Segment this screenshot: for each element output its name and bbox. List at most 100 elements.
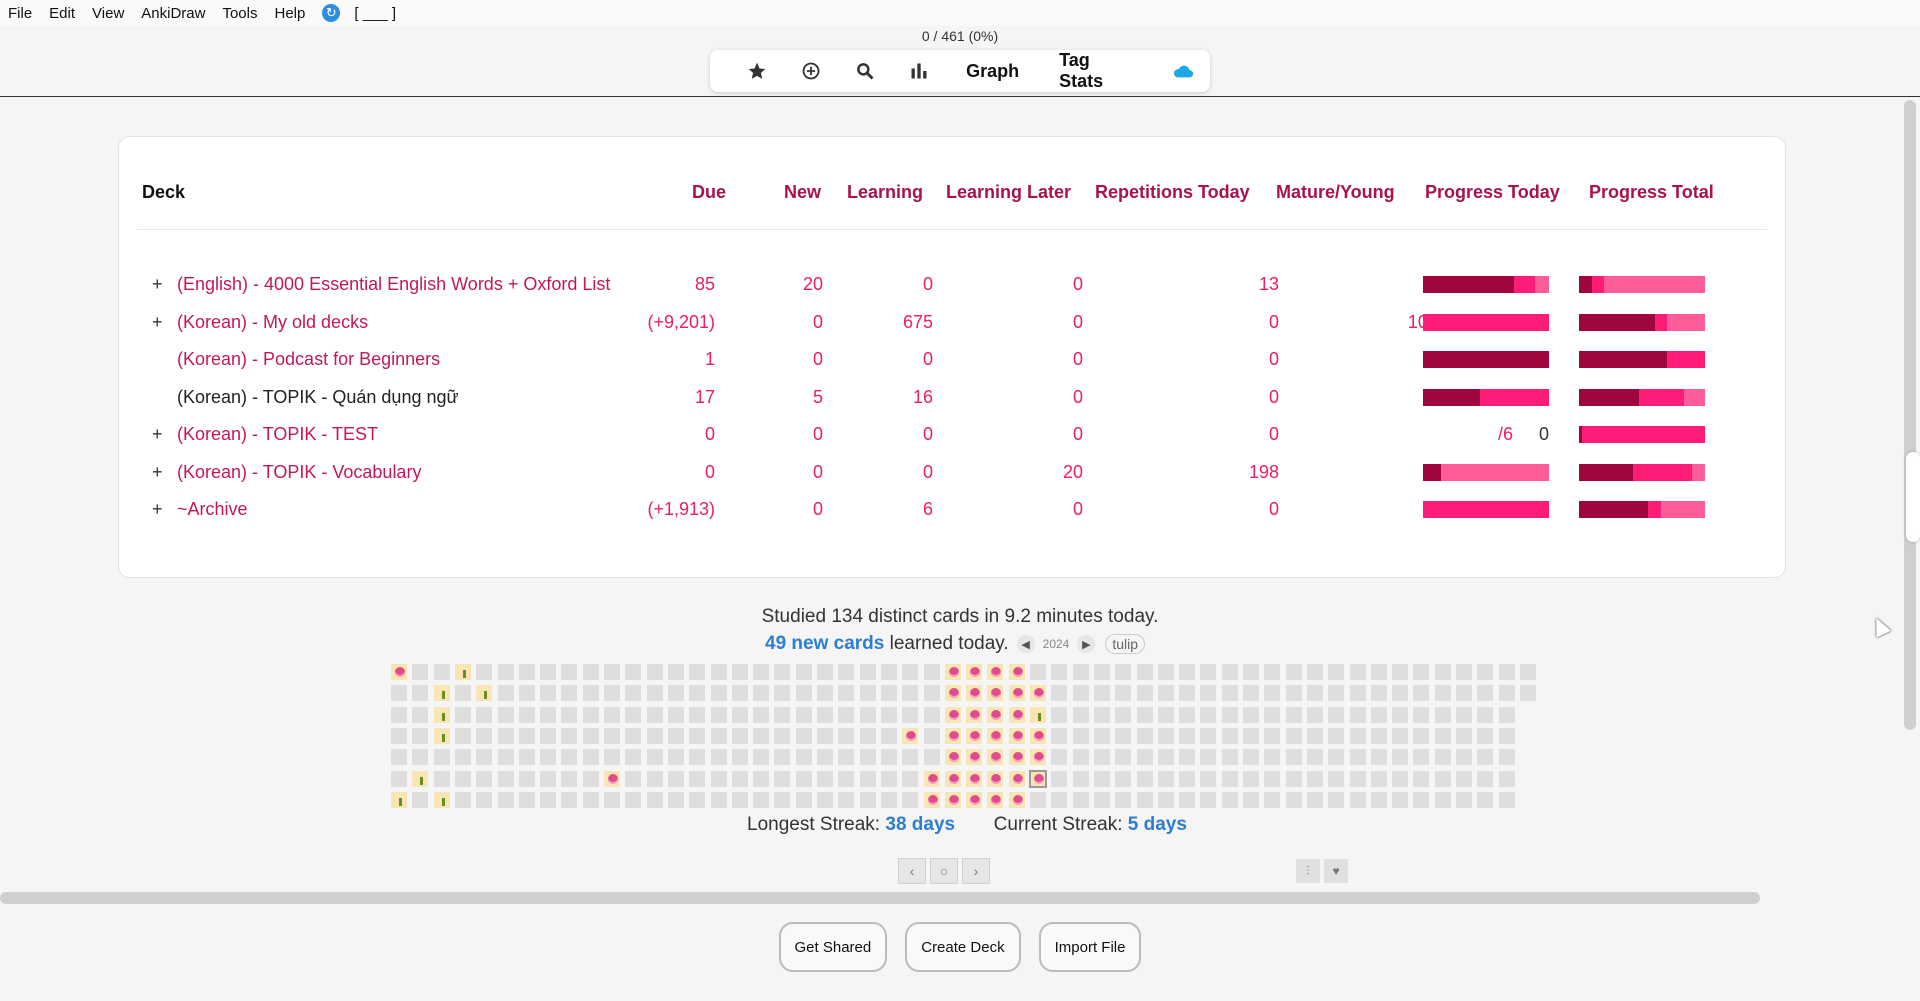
heatmap-cell[interactable] xyxy=(645,748,664,767)
deck-row[interactable]: + (English) - 4000 Essential English Wor… xyxy=(119,272,1785,300)
heatmap-cell[interactable] xyxy=(986,705,1005,724)
heatmap-cell[interactable] xyxy=(986,726,1005,745)
heatmap-cell[interactable] xyxy=(1476,748,1495,767)
heatmap-cell[interactable] xyxy=(560,726,579,745)
heatmap-cell[interactable] xyxy=(1497,705,1516,724)
heatmap-cell[interactable] xyxy=(1199,705,1218,724)
heatmap-cell[interactable] xyxy=(1284,748,1303,767)
heatmap-cell[interactable] xyxy=(858,684,877,703)
heatmap-cell[interactable] xyxy=(1284,726,1303,745)
heatmap-cell[interactable] xyxy=(1156,684,1175,703)
heatmap-cell[interactable] xyxy=(1348,769,1367,788)
heatmap-cell[interactable] xyxy=(688,705,707,724)
heatmap-cell[interactable] xyxy=(1029,790,1047,809)
heatmap-cell[interactable] xyxy=(816,726,834,745)
heatmap-cell[interactable] xyxy=(411,769,430,788)
heatmap-cell[interactable] xyxy=(1071,663,1090,681)
heatmap-cell[interactable] xyxy=(1050,663,1069,681)
heatmap-cell[interactable] xyxy=(624,663,643,681)
heatmap-cell[interactable] xyxy=(1327,748,1346,767)
heatmap-cell[interactable] xyxy=(730,748,749,767)
heatmap-cell[interactable] xyxy=(475,705,494,724)
heatmap-cell[interactable] xyxy=(1007,748,1026,767)
heatmap-cell[interactable] xyxy=(858,705,877,724)
heatmap-cell[interactable] xyxy=(1305,769,1324,788)
heatmap-cell[interactable] xyxy=(666,790,685,809)
heatmap-cell[interactable] xyxy=(624,748,643,767)
bar-chart-icon[interactable] xyxy=(892,50,946,92)
heatmap-cell[interactable] xyxy=(879,748,898,767)
heatmap-cell[interactable] xyxy=(1476,663,1495,681)
heatmap-cell[interactable] xyxy=(794,705,813,724)
heatmap-cell[interactable] xyxy=(730,769,749,788)
heatmap-cell[interactable] xyxy=(1135,769,1154,788)
heatmap-cell[interactable] xyxy=(517,684,536,703)
heatmap-cell[interactable] xyxy=(1305,663,1324,681)
heatmap-cell[interactable] xyxy=(1092,726,1111,745)
heatmap-cell[interactable] xyxy=(1263,705,1282,724)
heatmap-cell[interactable] xyxy=(1455,748,1473,767)
heatmap-cell[interactable] xyxy=(816,705,834,724)
heatmap-cell[interactable] xyxy=(1348,790,1367,809)
heatmap-cell[interactable] xyxy=(1220,769,1239,788)
circle-icon[interactable]: ○ xyxy=(930,858,958,884)
heatmap-cell[interactable] xyxy=(1412,726,1431,745)
heatmap-cell[interactable] xyxy=(709,790,728,809)
heatmap-cell[interactable] xyxy=(1348,748,1367,767)
deck-row[interactable]: (Korean) - TOPIK - Quán dụng ngữ 17 5 16… xyxy=(119,385,1785,413)
heatmap-cell[interactable] xyxy=(794,726,813,745)
prev-year-button[interactable]: ◀ xyxy=(1016,635,1035,653)
menu-extra[interactable]: [ ___ ] xyxy=(354,4,397,22)
heatmap-cell[interactable] xyxy=(752,663,771,681)
heatmap-cell[interactable] xyxy=(453,790,472,809)
heatmap-cell[interactable] xyxy=(1455,726,1473,745)
heatmap-cell[interactable] xyxy=(1007,663,1026,681)
heatmap-cell[interactable] xyxy=(1071,769,1090,788)
heatmap-cell[interactable] xyxy=(922,726,941,745)
heatmap-cell[interactable] xyxy=(709,684,728,703)
heatmap-cell[interactable] xyxy=(1497,790,1516,809)
heatmap-cell[interactable] xyxy=(922,705,941,724)
heatmap-cell[interactable] xyxy=(901,790,920,809)
heatmap-cell[interactable] xyxy=(709,663,728,681)
heatmap-cell[interactable] xyxy=(603,748,621,767)
heatmap-cell[interactable] xyxy=(837,726,856,745)
heatmap-cell[interactable] xyxy=(730,726,749,745)
heatmap-cell[interactable] xyxy=(922,663,941,681)
heatmap-cell[interactable] xyxy=(1178,726,1197,745)
heatmap-cell[interactable] xyxy=(1135,726,1154,745)
heatmap-cell[interactable] xyxy=(1199,769,1218,788)
expand-toggle[interactable]: + xyxy=(152,462,163,482)
sync-icon[interactable]: ↻ xyxy=(322,4,341,22)
heatmap-cell[interactable] xyxy=(1305,790,1324,809)
deck-row[interactable]: + (Korean) - My old decks (+9,201) 0 675… xyxy=(119,310,1785,338)
heatmap-cell[interactable] xyxy=(816,769,834,788)
heatmap-cell[interactable] xyxy=(986,790,1005,809)
heatmap-cell[interactable] xyxy=(666,769,685,788)
tag-stats-button[interactable]: Tag Stats xyxy=(1059,50,1104,91)
heatmap-cell[interactable] xyxy=(539,663,558,681)
heatmap-cell[interactable] xyxy=(752,790,771,809)
heatmap-cell[interactable] xyxy=(688,790,707,809)
heatmap-cell[interactable] xyxy=(709,726,728,745)
heatmap-cell[interactable] xyxy=(432,726,451,745)
heatmap-cell[interactable] xyxy=(1220,705,1239,724)
heatmap-cell[interactable] xyxy=(1156,663,1175,681)
heatmap-cell[interactable] xyxy=(581,726,600,745)
heatmap-cell[interactable] xyxy=(624,790,643,809)
heatmap-cell[interactable] xyxy=(1178,790,1197,809)
heatmap-cell[interactable] xyxy=(1050,705,1069,724)
heatmap-cell[interactable] xyxy=(1305,684,1324,703)
heatmap-cell[interactable] xyxy=(901,769,920,788)
heatmap-cell[interactable] xyxy=(475,663,494,681)
heatmap-cell[interactable] xyxy=(603,790,621,809)
heatmap-cell[interactable] xyxy=(709,705,728,724)
heatmap-cell[interactable] xyxy=(794,684,813,703)
heatmap-cell[interactable] xyxy=(1135,790,1154,809)
heatmap-cell[interactable] xyxy=(624,684,643,703)
heatmap-cell[interactable] xyxy=(1327,684,1346,703)
heatmap-cell[interactable] xyxy=(965,748,984,767)
heatmap-cell[interactable] xyxy=(1114,769,1133,788)
heatmap-cell[interactable] xyxy=(1199,748,1218,767)
deck-name[interactable]: (English) - 4000 Essential English Words… xyxy=(177,274,611,294)
